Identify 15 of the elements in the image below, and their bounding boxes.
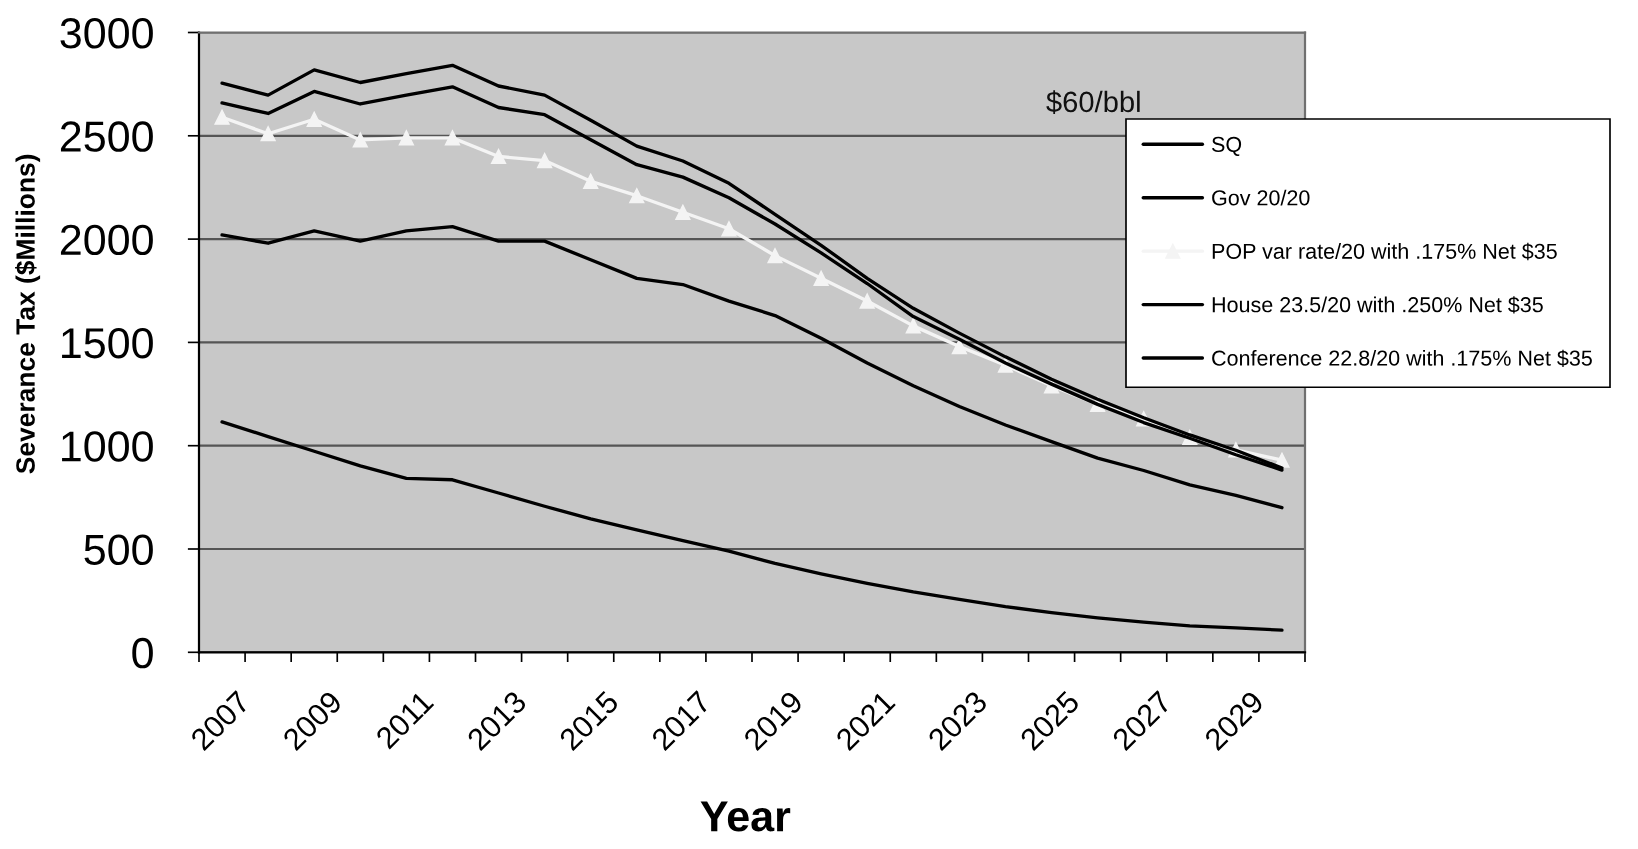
y-tick-label: 500 [84, 534, 153, 566]
y-tick-label: 3000 [60, 18, 153, 49]
x-axis-title: Year [700, 801, 791, 832]
y-tick-label: 2000 [60, 224, 153, 256]
y-tick-label: 1500 [62, 327, 153, 359]
y-tick-label: 1000 [62, 431, 153, 462]
legend-label: SQ [1212, 136, 1242, 156]
annotation: $60/bbl [1046, 90, 1140, 114]
legend-label: POP var rate/20 with .175% Net $35 [1212, 242, 1557, 261]
y-axis-title: Severance Tax ($Millions) [15, 154, 41, 474]
legend-label: Gov 20/20 [1212, 189, 1310, 206]
legend-label: House 23.5/20 with .250% Net $35 [1212, 296, 1543, 314]
y-tick-label: 2500 [60, 121, 153, 152]
y-tick-label: 0 [132, 637, 153, 669]
legend-label: Conference 22.8/20 with .175% Net $35 [1212, 349, 1592, 368]
